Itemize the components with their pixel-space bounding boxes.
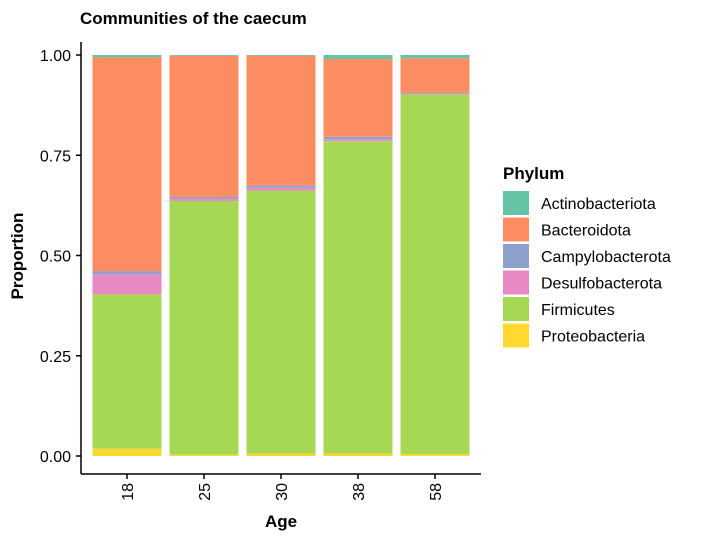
bar-segment-58-bacteroidota	[400, 58, 470, 93]
legend-swatch-actinobacteriota	[503, 191, 529, 215]
bar-segment-25-actinobacteriota	[169, 55, 239, 56]
bar-segment-58-actinobacteriota	[400, 55, 470, 59]
bar-segment-38-bacteroidota	[323, 59, 393, 137]
bar-segment-38-proteobacteria	[323, 453, 393, 456]
bar-segment-30-firmicutes	[246, 190, 316, 454]
x-tick-label: 18	[120, 483, 137, 501]
legend-label-proteobacteria: Proteobacteria	[541, 329, 645, 346]
legend-swatch-proteobacteria	[503, 323, 529, 348]
x-tick-label: 30	[274, 483, 291, 501]
legend-swatch-campylobacterota	[503, 244, 529, 268]
bar-segment-30-desulfobacterota	[246, 187, 316, 191]
legend-label-actinobacteriota: Actinobacteriota	[541, 196, 656, 213]
bar-segment-38-actinobacteriota	[323, 55, 393, 60]
bar-segment-18-desulfobacterota	[92, 274, 162, 295]
bar-segment-58-campylobacterota	[400, 92, 470, 94]
bar-segment-30-campylobacterota	[246, 185, 316, 188]
bar-segment-30-actinobacteriota	[246, 55, 316, 56]
y-tick-label: 0.50	[40, 249, 71, 266]
bar-segment-25-proteobacteria	[169, 454, 239, 456]
x-tick-label: 58	[428, 483, 445, 501]
bar-segment-30-bacteroidota	[246, 55, 316, 186]
bar-segment-58-proteobacteria	[400, 454, 470, 456]
legend-swatch-firmicutes	[503, 297, 529, 321]
y-axis-title: Proportion	[8, 213, 27, 300]
bar-segment-18-campylobacterota	[92, 271, 162, 275]
legend-label-firmicutes: Firmicutes	[541, 302, 615, 319]
legend: Phylum Actinobacteriota Bacteroidota Campy…	[503, 164, 671, 348]
legend-swatch-desulfobacterota	[503, 270, 529, 295]
bar-segment-25-desulfobacterota	[169, 198, 239, 201]
x-tick-label: 25	[197, 483, 214, 501]
y-tick-label: 0.00	[40, 449, 71, 466]
bar-segment-30-proteobacteria	[246, 453, 316, 456]
bar-segment-38-campylobacterota	[323, 136, 393, 140]
bar-segment-18-bacteroidota	[92, 57, 162, 272]
bar-segment-18-proteobacteria	[92, 448, 162, 456]
bar-segment-58-desulfobacterota	[400, 93, 470, 95]
y-tick-label: 0.25	[40, 349, 71, 366]
legend-label-desulfobacterota: Desulfobacterota	[541, 276, 662, 293]
bar-segment-38-firmicutes	[323, 141, 393, 454]
bar-segment-58-firmicutes	[400, 94, 470, 455]
legend-items: Actinobacteriota Bacteroidota Campylobacte…	[503, 191, 671, 348]
x-tick-label: 38	[351, 483, 368, 501]
legend-swatch-bacteroidota	[503, 217, 529, 242]
bar-segment-25-firmicutes	[169, 200, 239, 455]
legend-label-bacteroidota: Bacteroidota	[541, 223, 631, 240]
y-tick-label: 0.75	[40, 148, 71, 165]
legend-label-campylobacterota: Campylobacterota	[541, 249, 671, 266]
x-ticks-group: 18 25 30 38 58	[120, 474, 445, 501]
bar-segment-25-campylobacterota	[169, 196, 239, 199]
bar-segment-38-desulfobacterota	[323, 139, 393, 142]
bar-segment-18-actinobacteriota	[92, 55, 162, 58]
legend-title: Phylum	[503, 164, 564, 183]
bar-segment-18-firmicutes	[92, 294, 162, 449]
x-axis-title: Age	[265, 512, 297, 531]
bars-group	[92, 55, 470, 456]
y-tick-label: 1.00	[40, 48, 71, 65]
bar-segment-25-bacteroidota	[169, 55, 239, 197]
y-ticks-group: 0.00 0.25 0.50 0.75 1.00	[40, 48, 81, 466]
chart-title: Communities of the caecum	[80, 9, 307, 28]
